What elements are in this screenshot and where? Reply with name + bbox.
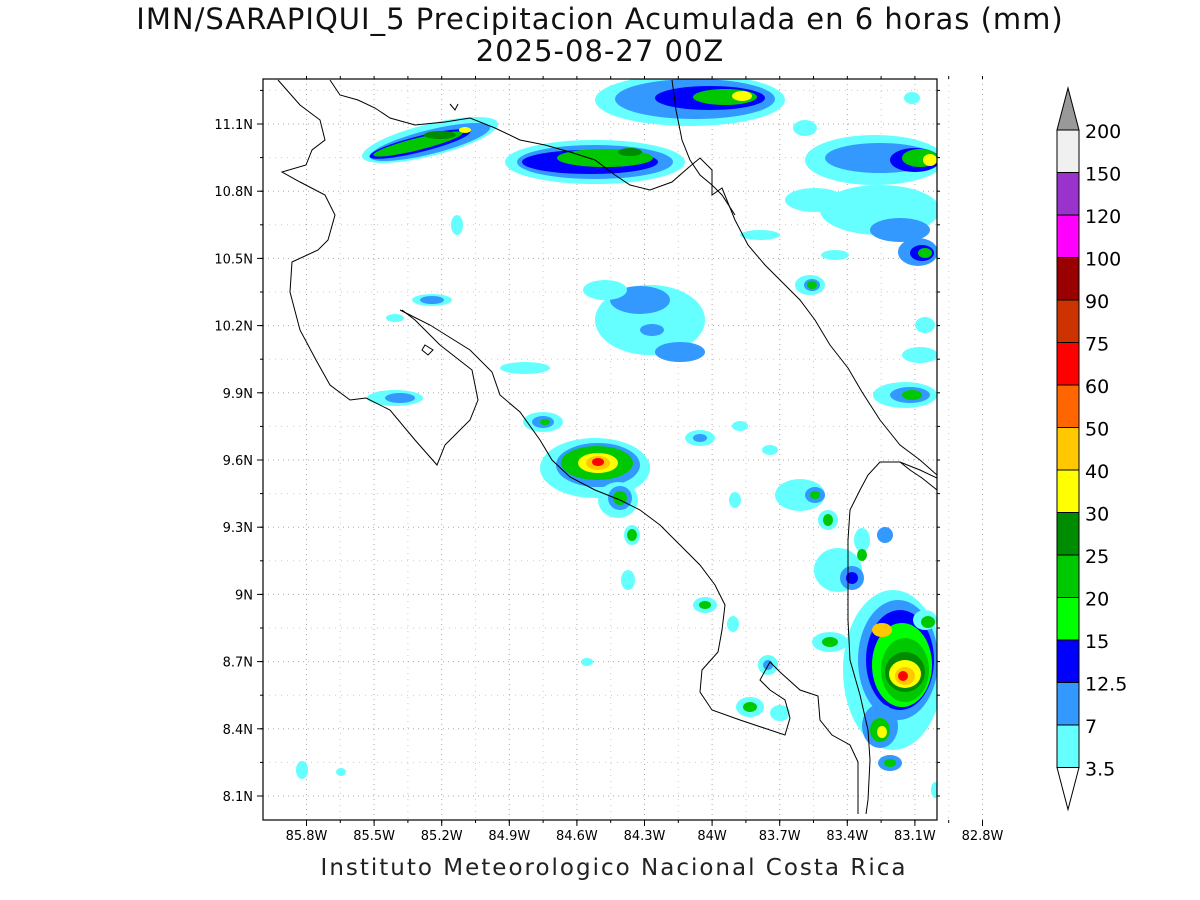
lat-tick-label: 9N — [235, 588, 253, 603]
lon-tick-label: 85.2W — [421, 829, 463, 844]
map-axes: 85.8W 85.5W 85.2W 84.9W 84.6W 84.3W 84W 83.7W 83… — [214, 76, 1004, 844]
colorbar-segment — [1056, 724, 1080, 768]
colorbar-segment — [1056, 469, 1080, 513]
lat-tick-label: 9.3N — [223, 521, 253, 536]
lon-tick-label: 83.1W — [894, 829, 936, 844]
lon-tick-label: 84.3W — [624, 829, 666, 844]
coastline-borders — [277, 79, 937, 815]
colorbar-segment — [1056, 384, 1080, 428]
colorbar-level-label: 20 — [1085, 589, 1109, 611]
lat-tick-label: 9.9N — [223, 387, 253, 402]
colorbar-level-label: 150 — [1085, 164, 1121, 186]
lat-tick-label: 10.5N — [214, 252, 253, 267]
colorbar-segment — [1056, 682, 1080, 726]
map-title: IMN/SARAPIQUI_5 Precipitacion Acumulada … — [136, 2, 1064, 36]
colorbar-level-label: 7 — [1085, 716, 1097, 738]
colorbar-segment — [1056, 427, 1080, 471]
colorbar-bottom-arrow — [1056, 767, 1080, 812]
lat-tick-label: 11.1N — [214, 118, 253, 133]
colorbar-level-label: 90 — [1085, 291, 1109, 313]
lat-tick-label: 10.8N — [214, 185, 253, 200]
lat-tick-label: 10.2N — [214, 320, 253, 335]
lon-tick-label: 84.9W — [488, 829, 530, 844]
footer-credit: Instituto Meteorologico Nacional Costa R… — [320, 855, 908, 881]
lat-tick-label: 9.6N — [223, 454, 253, 469]
colorbar-level-label: 30 — [1085, 504, 1109, 526]
colorbar: 3.5 7 12.5 15 20 25 30 40 50 60 75 90 100 120 150 200 — [1056, 86, 1127, 812]
colorbar-segment — [1056, 129, 1080, 173]
lon-tick-label: 82.8W — [962, 829, 1004, 844]
colorbar-segment — [1056, 342, 1080, 386]
lon-tick-label: 83.7W — [759, 829, 801, 844]
colorbar-level-label: 100 — [1085, 249, 1121, 271]
lon-tick-label: 85.8W — [286, 829, 328, 844]
lon-tick-label: 83.4W — [826, 829, 868, 844]
colorbar-segment — [1056, 257, 1080, 301]
colorbar-top-arrow — [1056, 86, 1080, 131]
colorbar-level-label: 120 — [1085, 206, 1121, 228]
colorbar-level-label: 200 — [1085, 121, 1121, 143]
colorbar-level-label: 15 — [1085, 631, 1109, 653]
colorbar-level-label: 60 — [1085, 376, 1109, 398]
colorbar-level-label: 75 — [1085, 334, 1109, 356]
colorbar-segment — [1056, 597, 1080, 641]
lat-tick-label: 8.1N — [223, 790, 253, 805]
colorbar-segment — [1056, 554, 1080, 598]
lat-tick-label: 8.7N — [223, 656, 253, 671]
colorbar-level-label: 50 — [1085, 419, 1109, 441]
colorbar-segment — [1056, 299, 1080, 343]
lat-tick-label: 8.4N — [223, 723, 253, 738]
colorbar-segment — [1056, 512, 1080, 556]
map-timestamp: 2025-08-27 00Z — [475, 34, 725, 68]
lon-tick-label: 84W — [697, 829, 727, 844]
lon-tick-label: 84.6W — [556, 829, 598, 844]
colorbar-level-label: 3.5 — [1085, 759, 1115, 781]
precipitation-field — [296, 79, 937, 798]
colorbar-segment — [1056, 639, 1080, 683]
colorbar-level-label: 40 — [1085, 461, 1109, 483]
lon-tick-label: 85.5W — [353, 829, 395, 844]
colorbar-level-label: 12.5 — [1085, 674, 1127, 696]
colorbar-segment — [1056, 214, 1080, 258]
colorbar-level-label: 25 — [1085, 546, 1109, 568]
colorbar-segment — [1056, 172, 1080, 216]
